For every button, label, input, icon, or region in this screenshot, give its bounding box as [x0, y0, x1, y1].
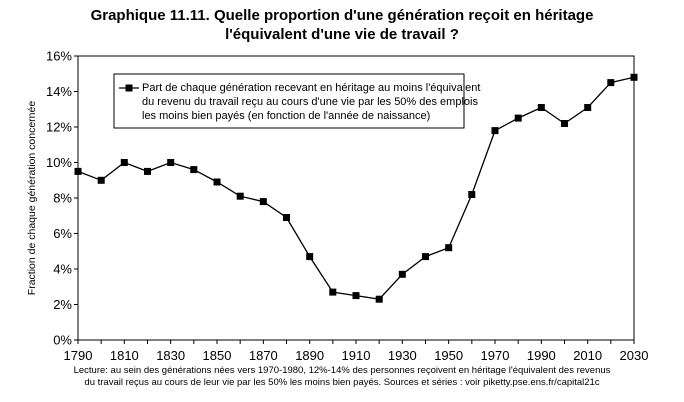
- chart-title-line-1: Graphique 11.11. Quelle proportion d'une…: [90, 7, 594, 24]
- x-tick-label: 1870: [249, 348, 278, 363]
- y-tick-label: 0%: [53, 333, 72, 348]
- caption-line-2: du travail reçus au cours de leur vie pa…: [84, 377, 600, 388]
- data-point: [144, 167, 151, 175]
- data-point: [329, 288, 337, 296]
- data-point: [120, 159, 128, 166]
- data-point: [630, 73, 638, 81]
- data-point: [236, 192, 244, 200]
- data-point: [167, 159, 175, 166]
- x-tick-label: 1830: [156, 348, 185, 363]
- legend-box: [113, 73, 465, 129]
- data-point: [607, 79, 615, 87]
- data-point: [352, 292, 360, 300]
- y-axis-label: Fraction de chaque génération concernée: [26, 101, 38, 296]
- legend-label-line-2: du revenu du travail reçu au cours d'une…: [142, 96, 478, 108]
- data-point: [375, 295, 383, 303]
- caption-line-1: Lecture: au sein des générations nées ve…: [73, 365, 611, 376]
- x-tick-label: 1890: [295, 348, 324, 363]
- data-point: [561, 120, 568, 127]
- data-point: [445, 244, 453, 252]
- data-point: [190, 166, 198, 174]
- x-tick-label: 1850: [203, 348, 232, 363]
- y-tick-label: 6%: [53, 226, 72, 241]
- series-markers: [74, 73, 638, 303]
- y-tick-label: 4%: [53, 262, 72, 277]
- chart-title: Graphique 11.11. Quelle proportion d'une…: [0, 6, 684, 44]
- x-tick-label: 1970: [481, 348, 510, 363]
- legend-marker: [125, 84, 133, 92]
- x-tick-label: 1910: [342, 348, 371, 363]
- data-point: [491, 127, 499, 135]
- legend-label-line-3: les moins bien payés (en fonction de l'a…: [142, 110, 430, 122]
- data-point: [468, 191, 476, 198]
- data-point: [74, 167, 82, 175]
- y-tick-label: 12%: [46, 120, 72, 135]
- y-tick-label: 8%: [53, 191, 72, 206]
- legend: Part de chaque génération recevant en hé…: [113, 73, 480, 129]
- x-tick-label: 2030: [620, 348, 649, 363]
- x-tick-label: 1930: [388, 348, 417, 363]
- chart-caption: Lecture: au sein des générations nées ve…: [0, 365, 684, 389]
- y-tick-label: 14%: [46, 84, 72, 99]
- y-tick-label: 10%: [46, 155, 72, 170]
- data-point: [283, 214, 290, 221]
- data-point: [422, 253, 429, 261]
- x-tick-label: 1950: [434, 348, 463, 363]
- x-tick-label: 1990: [527, 348, 556, 363]
- x-tick-label: 2010: [573, 348, 602, 363]
- x-tick-label: 1790: [64, 348, 93, 363]
- data-point: [537, 104, 545, 111]
- data-point: [97, 176, 105, 184]
- data-point: [306, 253, 314, 261]
- y-axis: 0% 2% 4% 6% 8% 10% 12% 14% 16%: [46, 49, 78, 348]
- x-tick-label: 1810: [110, 348, 139, 363]
- data-point: [514, 114, 522, 122]
- y-tick-label: 2%: [53, 297, 72, 312]
- x-axis: 1790 1810 1830 1850 1870 1890 1910 1930 1950 1970…: [64, 340, 649, 363]
- data-point: [398, 270, 406, 278]
- data-point: [584, 104, 592, 111]
- data-point: [259, 198, 267, 206]
- data-point: [213, 178, 221, 186]
- chart-title-line-2: l'équivalent d'une vie de travail ?: [225, 26, 459, 43]
- y-tick-label: 16%: [46, 49, 72, 64]
- legend-label-line-1: Part de chaque génération recevant en hé…: [142, 82, 480, 94]
